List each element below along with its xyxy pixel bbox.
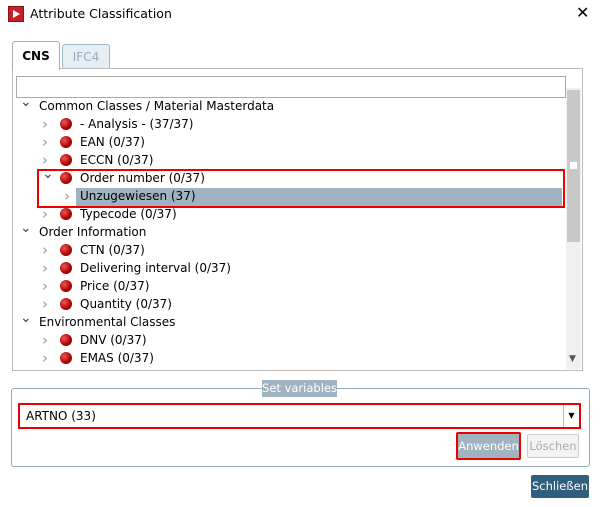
class-status-icon: [60, 280, 72, 292]
tree-item-label: Order number (0/37): [80, 171, 205, 185]
tree-item[interactable]: › Quantity (0/37): [0, 295, 560, 313]
tree-item-label: Quantity (0/37): [80, 297, 172, 311]
tab-ifc4[interactable]: IFC4: [62, 44, 110, 69]
chevron-down-icon[interactable]: ⌄: [20, 220, 32, 236]
chevron-down-icon[interactable]: ⌄: [20, 94, 32, 110]
tree-item[interactable]: ⌄ Common Classes / Material Masterdata: [0, 94, 560, 115]
highlight-box: [37, 169, 565, 208]
tree-item-label: Unzugewiesen (37): [80, 189, 196, 203]
scroll-marker: [569, 161, 578, 170]
chevron-right-icon[interactable]: ›: [42, 151, 48, 169]
close-button[interactable]: Schließen: [531, 475, 589, 498]
tree-item[interactable]: › Unzugewiesen (37): [0, 187, 560, 205]
chevron-right-icon[interactable]: ›: [42, 277, 48, 295]
tree-item-label: DNV (0/37): [80, 333, 147, 347]
tree-item-label: Common Classes / Material Masterdata: [39, 99, 275, 113]
tab-cns[interactable]: CNS: [12, 41, 60, 70]
tree-item-label: CTN (0/37): [80, 243, 145, 257]
tree-item[interactable]: › DNV (0/37): [0, 331, 560, 349]
class-status-icon: [60, 334, 72, 346]
tree-item[interactable]: ⌄ Environmental Classes: [0, 310, 560, 331]
chevron-right-icon[interactable]: ›: [42, 133, 48, 151]
class-status-icon: [60, 208, 72, 220]
tree-item[interactable]: › EAN (0/37): [0, 133, 560, 151]
chevron-right-icon[interactable]: ›: [42, 115, 48, 133]
app-icon: [8, 6, 24, 22]
chevron-right-icon[interactable]: ›: [42, 295, 48, 313]
class-status-icon: [60, 154, 72, 166]
tree-item[interactable]: › Price (0/37): [0, 277, 560, 295]
tree-item-label: EMAS (0/37): [80, 351, 154, 365]
chevron-right-icon[interactable]: ›: [42, 259, 48, 277]
class-status-icon: [60, 352, 72, 364]
chevron-right-icon[interactable]: ›: [42, 241, 48, 259]
tree-item-label: EAN (0/37): [80, 135, 145, 149]
tree-item[interactable]: › Delivering interval (0/37): [0, 259, 560, 277]
set-variables-legend: Set variables: [262, 380, 337, 397]
tree-item-label: - Analysis - (37/37): [80, 117, 194, 131]
chevron-down-icon[interactable]: ⌄: [20, 310, 32, 326]
tree-item-label: Environmental Classes: [39, 315, 176, 329]
chevron-down-icon[interactable]: ⌄: [42, 166, 54, 182]
tree-item-label: Typecode (0/37): [80, 207, 177, 221]
search-input[interactable]: [16, 76, 566, 98]
chevron-right-icon[interactable]: ›: [42, 205, 48, 223]
class-status-icon: [60, 298, 72, 310]
tree-item-label: ECCN (0/37): [80, 153, 154, 167]
clear-button[interactable]: Löschen: [527, 434, 579, 458]
class-status-icon: [60, 244, 72, 256]
tree-item[interactable]: ⌄ Order Information: [0, 220, 560, 241]
class-status-icon: [60, 262, 72, 274]
tree-item[interactable]: ⌄ Order number (0/37): [0, 166, 560, 187]
tree-item[interactable]: › ECCN (0/37): [0, 151, 560, 169]
tree-item-label: Order Information: [39, 225, 147, 239]
class-status-icon: [60, 118, 72, 130]
chevron-right-icon[interactable]: ›: [42, 349, 48, 367]
variable-dropdown[interactable]: ARTNO (33) ▼: [18, 403, 581, 429]
chevron-right-icon[interactable]: ›: [64, 187, 70, 205]
tree-item[interactable]: › - Analysis - (37/37): [0, 115, 560, 133]
tree-panel: [12, 68, 583, 371]
apply-button[interactable]: Anwenden: [456, 432, 521, 460]
tree-item[interactable]: › Typecode (0/37): [0, 205, 560, 223]
scroll-down-icon[interactable]: ▼: [569, 354, 576, 364]
dropdown-value: ARTNO (33): [26, 409, 96, 423]
tree-item-label: Delivering interval (0/37): [80, 261, 231, 275]
tree-item[interactable]: › EMAS (0/37): [0, 349, 560, 367]
class-status-icon: [60, 172, 72, 184]
selected-row-highlight: [76, 188, 562, 206]
close-icon[interactable]: ✕: [576, 3, 590, 22]
chevron-right-icon[interactable]: ›: [42, 331, 48, 349]
tree-item-label: Price (0/37): [80, 279, 150, 293]
chevron-down-icon[interactable]: ▼: [563, 405, 579, 427]
tree-item[interactable]: › CTN (0/37): [0, 241, 560, 259]
class-status-icon: [60, 136, 72, 148]
window-title: Attribute Classification: [30, 6, 172, 21]
